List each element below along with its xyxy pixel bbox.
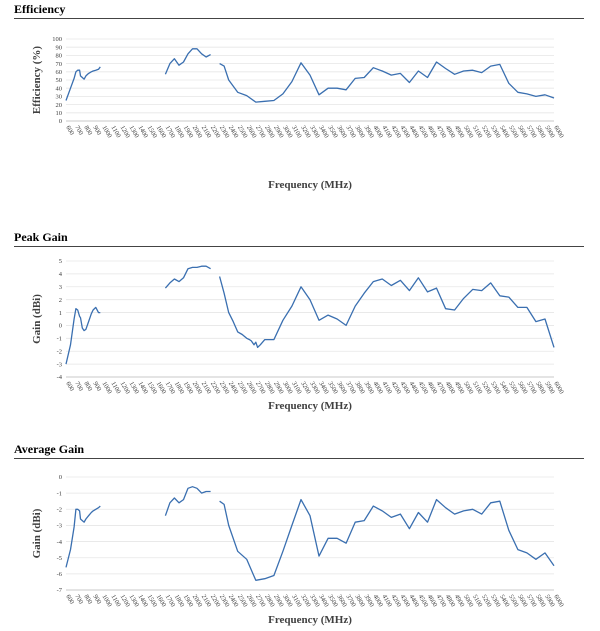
- average-gain-chart: -7-6-5-4-3-2-106007008009001000110012001…: [31, 474, 565, 626]
- average-gain-ytick-label: -2: [57, 506, 62, 513]
- average-gain-xtick-label: 900: [91, 594, 102, 606]
- efficiency-series-line-segment-1: [65, 66, 101, 101]
- efficiency-xtick-label: 700: [73, 125, 84, 137]
- average-gain-ytick-label: 0: [59, 474, 62, 481]
- average-gain-series-line-segment-3: [219, 498, 555, 581]
- efficiency-ytick-label: 90: [56, 44, 63, 51]
- average-gain-ytick-label: -5: [57, 555, 62, 562]
- efficiency-x-axis-label: Frequency (MHz): [268, 179, 352, 191]
- efficiency-ytick-label: 50: [56, 77, 63, 84]
- average-gain-xtick-label: 800: [82, 594, 93, 606]
- peak-gain-x-axis-label: Frequency (MHz): [268, 400, 352, 412]
- average-gain-series-line-segment-2: [164, 486, 211, 516]
- peak-gain-xtick-label: 600: [64, 381, 75, 393]
- average-gain-title-rule: [14, 458, 584, 459]
- efficiency-ytick-label: 100: [52, 36, 62, 43]
- efficiency-ytick-label: 0: [59, 118, 62, 125]
- average-gain-xtick-label: 700: [73, 594, 84, 606]
- efficiency-ytick-label: 30: [56, 94, 63, 101]
- efficiency-title-rule: [14, 18, 584, 19]
- peak-gain-xtick-label: 800: [82, 381, 93, 393]
- efficiency-ytick-label: 70: [56, 61, 63, 68]
- average-gain-ytick-label: -4: [57, 539, 63, 546]
- efficiency-chart: 0102030405060708090100600700800900100011…: [31, 36, 565, 191]
- efficiency-series-line-segment-3: [219, 61, 555, 103]
- peak-gain-ytick-label: 4: [59, 271, 63, 278]
- peak-gain-series-line-segment-2: [164, 265, 211, 289]
- peak-gain-chart: -4-3-2-101234560070080090010001100120013…: [31, 258, 565, 412]
- peak-gain-ytick-label: 2: [59, 297, 62, 304]
- efficiency-xtick-label: 800: [82, 125, 93, 137]
- peak-gain-series-line-segment-1: [65, 306, 101, 365]
- efficiency-ytick-label: 40: [56, 85, 63, 92]
- average-gain-ytick-label: -3: [57, 523, 62, 530]
- average-gain-ytick-label: -6: [57, 571, 63, 578]
- efficiency-ytick-label: 10: [56, 110, 63, 117]
- average-gain-series-line-segment-1: [65, 505, 101, 568]
- peak-gain-xtick-label: 900: [91, 381, 102, 393]
- average-gain-xtick-label: 600: [64, 594, 75, 606]
- average-gain-title: Average Gain: [14, 442, 85, 456]
- peak-gain-ytick-label: 5: [59, 258, 62, 265]
- peak-gain-ytick-label: 3: [59, 284, 62, 291]
- peak-gain-title: Peak Gain: [14, 230, 68, 244]
- efficiency-series-line-segment-2: [164, 48, 211, 75]
- average-gain-ytick-label: -1: [57, 490, 62, 497]
- efficiency-title: Efficiency: [14, 2, 66, 16]
- peak-gain-ytick-label: -2: [57, 348, 62, 355]
- peak-gain-ytick-label: -3: [57, 361, 62, 368]
- peak-gain-ytick-label: -4: [57, 374, 63, 381]
- efficiency-ytick-label: 80: [56, 53, 63, 60]
- peak-gain-title-rule: [14, 246, 584, 247]
- peak-gain-ytick-label: 1: [59, 310, 62, 317]
- average-gain-y-axis-label: Gain (dBi): [31, 508, 43, 558]
- efficiency-xtick-label: 600: [64, 125, 75, 137]
- peak-gain-y-axis-label: Gain (dBi): [31, 294, 43, 344]
- peak-gain-xtick-label: 700: [73, 381, 84, 393]
- efficiency-ytick-label: 60: [56, 69, 63, 76]
- peak-gain-ytick-label: -1: [57, 336, 62, 343]
- efficiency-ytick-label: 20: [56, 102, 63, 109]
- efficiency-y-axis-label: Efficiency (%): [31, 46, 43, 114]
- efficiency-xtick-label: 900: [91, 125, 102, 137]
- average-gain-x-axis-label: Frequency (MHz): [268, 614, 352, 626]
- peak-gain-series-line-segment-3: [218, 276, 555, 349]
- peak-gain-ytick-label: 0: [59, 323, 62, 330]
- average-gain-ytick-label: -7: [57, 587, 63, 594]
